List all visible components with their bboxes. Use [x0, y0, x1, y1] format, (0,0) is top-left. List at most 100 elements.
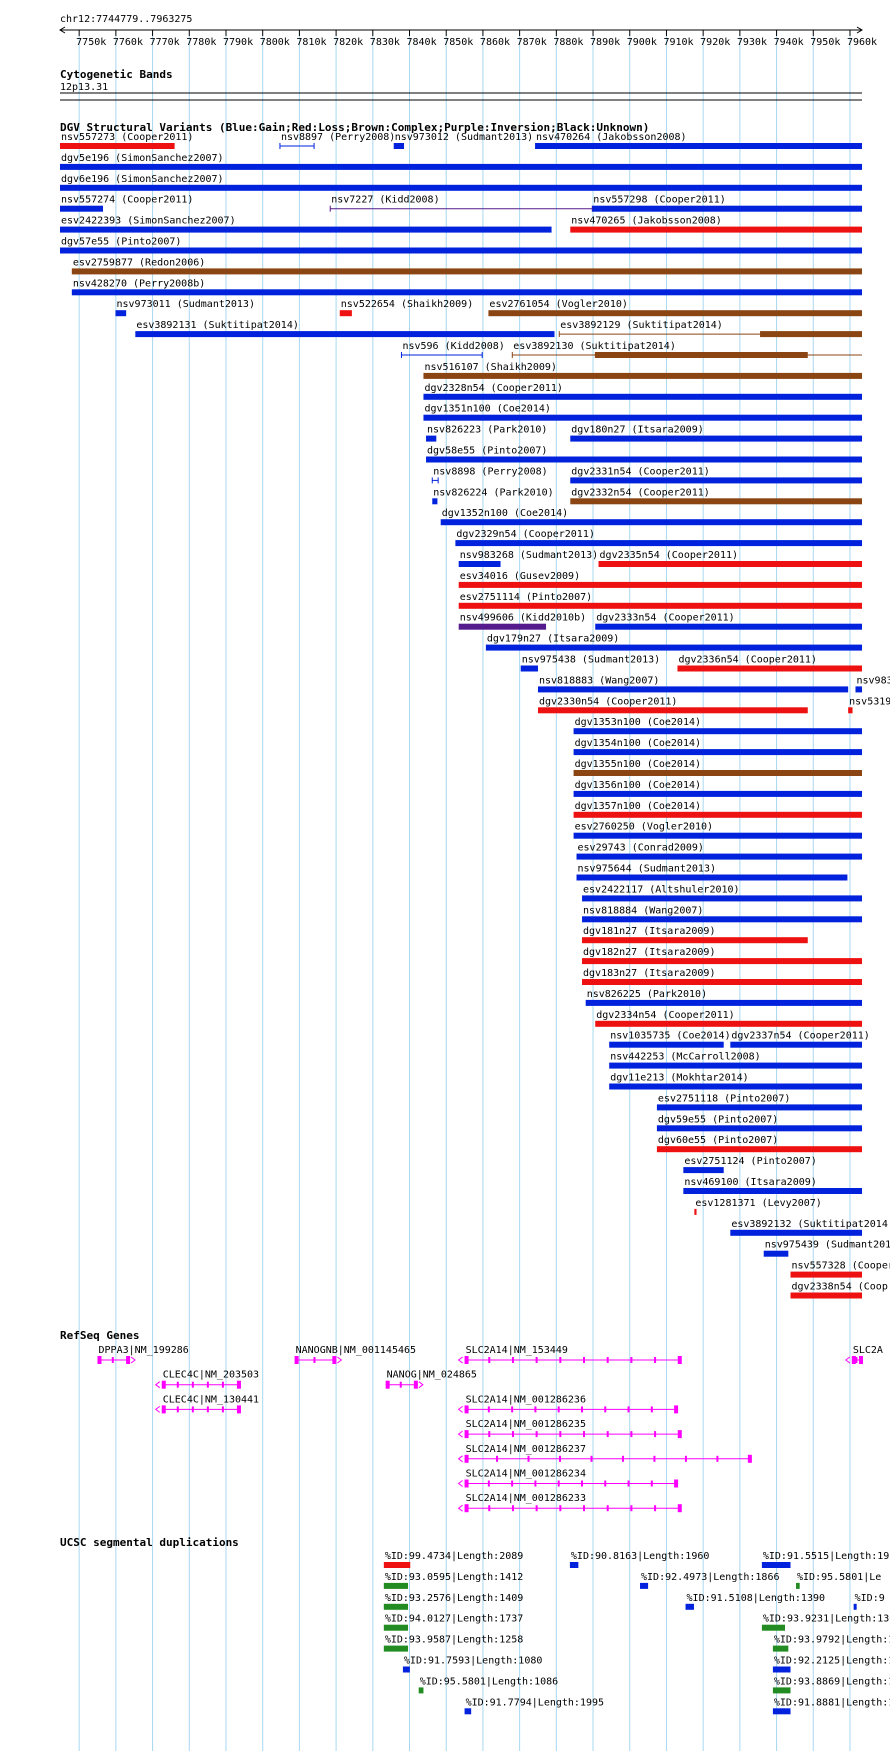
sv-feature: nsv522654 (Shaikh2009) [339, 299, 473, 317]
sv-feature: nsv826223 (Park2010) [426, 425, 547, 442]
sv-bar [535, 143, 862, 149]
gene-label: SLC2A14|NM_153449 [466, 1345, 568, 1356]
sv-bar [694, 1208, 697, 1215]
sv-feature: nsv983268 (Sudmant2013) [458, 550, 598, 567]
sv-label: nsv1035735 (Coe2014) [610, 1031, 730, 1042]
gene-exon [855, 1357, 858, 1363]
sv-bar [656, 1146, 862, 1153]
strand-arrow [457, 1455, 463, 1463]
gene-exon [236, 1380, 241, 1389]
sv-bar [458, 602, 862, 609]
sv-bar [423, 372, 862, 379]
segdup-bar [383, 1603, 409, 1610]
ruler-tick-label: 7880k [553, 37, 583, 48]
gene-exon [650, 1480, 653, 1487]
gene-exon [677, 1430, 682, 1439]
gene-exon [606, 1431, 609, 1438]
gene-label: SLC2A [853, 1345, 883, 1356]
strand-arrow [418, 1381, 424, 1389]
gene-exon [747, 1454, 752, 1463]
segdup-feature: %ID:92.2125|Length:1 [772, 1656, 890, 1673]
sv-label: dgv1355n100 (Coe2014) [575, 759, 701, 770]
segdup-bar [569, 1562, 579, 1568]
segdup-label: %ID:9 [855, 1593, 885, 1604]
sv-bar [855, 686, 862, 693]
strand-arrow [457, 1504, 463, 1512]
segdup-label: %ID:95.5801|Le [797, 1572, 881, 1583]
gene-exon [559, 1505, 562, 1512]
sv-bar [570, 498, 862, 505]
sv-label: dgv2338n54 (Coop [792, 1282, 888, 1293]
sv-feature: nsv1035735 (Coe2014) [609, 1031, 731, 1048]
ruler-tick-label: 7840k [407, 37, 437, 48]
sv-label: nsv516107 (Shaikh2009) [424, 362, 556, 373]
ruler-tick-label: 7910k [663, 37, 693, 48]
gene-exon [161, 1380, 166, 1389]
gene-exon [487, 1480, 490, 1487]
gene-label: SLC2A14|NM_001286233 [466, 1493, 586, 1504]
segdup-feature: %ID:93.8869|Length:1 [772, 1676, 890, 1694]
sv-label: nsv596 (Kidd2008) [402, 341, 504, 352]
sv-feature: dgv1354n100 (Coe2014) [573, 738, 862, 756]
gene-exon [511, 1505, 514, 1512]
sv-bar [582, 937, 808, 944]
sv-feature: esv2751118 (Pinto2007) [656, 1093, 862, 1111]
sv-label: nsv5319 [849, 696, 890, 707]
segdup-label: %ID:93.8869|Length:1 [774, 1676, 890, 1687]
ruler-tick-label: 7750k [76, 37, 106, 48]
sv-label: nsv973012 (Sudmant2013) [395, 132, 533, 143]
sv-label: dgv11e213 (Mokhtar2014) [610, 1073, 748, 1084]
segdup-bar [383, 1582, 409, 1589]
sv-bar [582, 895, 862, 902]
gene-exon [464, 1430, 469, 1439]
sv-label: nsv818883 (Wang2007) [539, 675, 659, 686]
segdup-feature: %ID:99.4734|Length:2089 [383, 1551, 523, 1568]
sv-feature: nsv469100 (Itsara2009) [683, 1177, 862, 1194]
sv-feature: esv29743 (Conrad2009) [576, 843, 862, 860]
segdup-feature: %ID:91.8881|Length:1 [772, 1697, 890, 1715]
sv-feature: nsv596 (Kidd2008) [400, 341, 505, 358]
ruler-tick-label: 7940k [774, 37, 804, 48]
gene-exon [684, 1455, 687, 1462]
gene-exon [627, 1480, 630, 1487]
refseq-track: DPPA3|NM_199286 NANOGNB|NM_001145465 SLC2A… [97, 1345, 883, 1513]
gene-exon [851, 1356, 856, 1364]
segdup-label: %ID:93.0595|Length:1412 [385, 1572, 523, 1583]
segdup-bar [383, 1562, 411, 1568]
ruler-tick-label: 7860k [480, 37, 510, 48]
segdup-bar [418, 1687, 424, 1694]
sv-bar [595, 623, 862, 630]
gene-exon [313, 1357, 316, 1363]
strand-arrow [844, 1356, 851, 1364]
ruler-tick-label: 7760k [113, 37, 143, 48]
sv-label: nsv975439 (Sudmant201 [765, 1240, 890, 1251]
gene-exon [191, 1381, 194, 1388]
segdup-bar [402, 1666, 410, 1673]
gene-exon [674, 1405, 679, 1414]
gene-exon [511, 1406, 514, 1413]
sv-feature: dgv1352n100 (Coe2014) [440, 508, 862, 526]
gene-exon [580, 1480, 583, 1487]
gene-exon [206, 1406, 209, 1413]
ruler-arrows [59, 26, 863, 34]
sv-label: nsv975438 (Sudmant2013) [522, 655, 660, 666]
sv-bar [71, 289, 863, 296]
sv-feature: dgv1353n100 (Coe2014) [573, 717, 862, 735]
sv-bar [60, 143, 175, 149]
sv-feature: nsv818883 (Wang2007) [537, 675, 849, 693]
sv-feature: esv2761054 (Vogler2010) [488, 299, 862, 317]
sv-bar [570, 477, 862, 484]
sv-label: esv2760250 (Vogler2010) [575, 822, 713, 833]
sv-feature: dgv2335n54 (Cooper2011) [598, 550, 862, 567]
sv-feature: nsv557328 (Cooper [790, 1261, 890, 1278]
sv-feature: nsv557274 (Cooper2011) [60, 195, 193, 212]
segdup-feature: %ID:9 [853, 1593, 885, 1610]
sv-feature: dgv11e213 (Mokhtar2014) [609, 1073, 862, 1090]
sv-feature: dgv2337n54 (Cooper2011) [730, 1031, 870, 1048]
segdup-feature: %ID:91.7794|Length:1995 [464, 1697, 604, 1715]
sv-feature: esv3892132 (Suktitipat2014 [730, 1219, 888, 1236]
sv-label: nsv522654 (Shaikh2009) [341, 299, 473, 310]
segdup-bar [772, 1645, 789, 1652]
ruler-tick-label: 7780k [186, 37, 216, 48]
